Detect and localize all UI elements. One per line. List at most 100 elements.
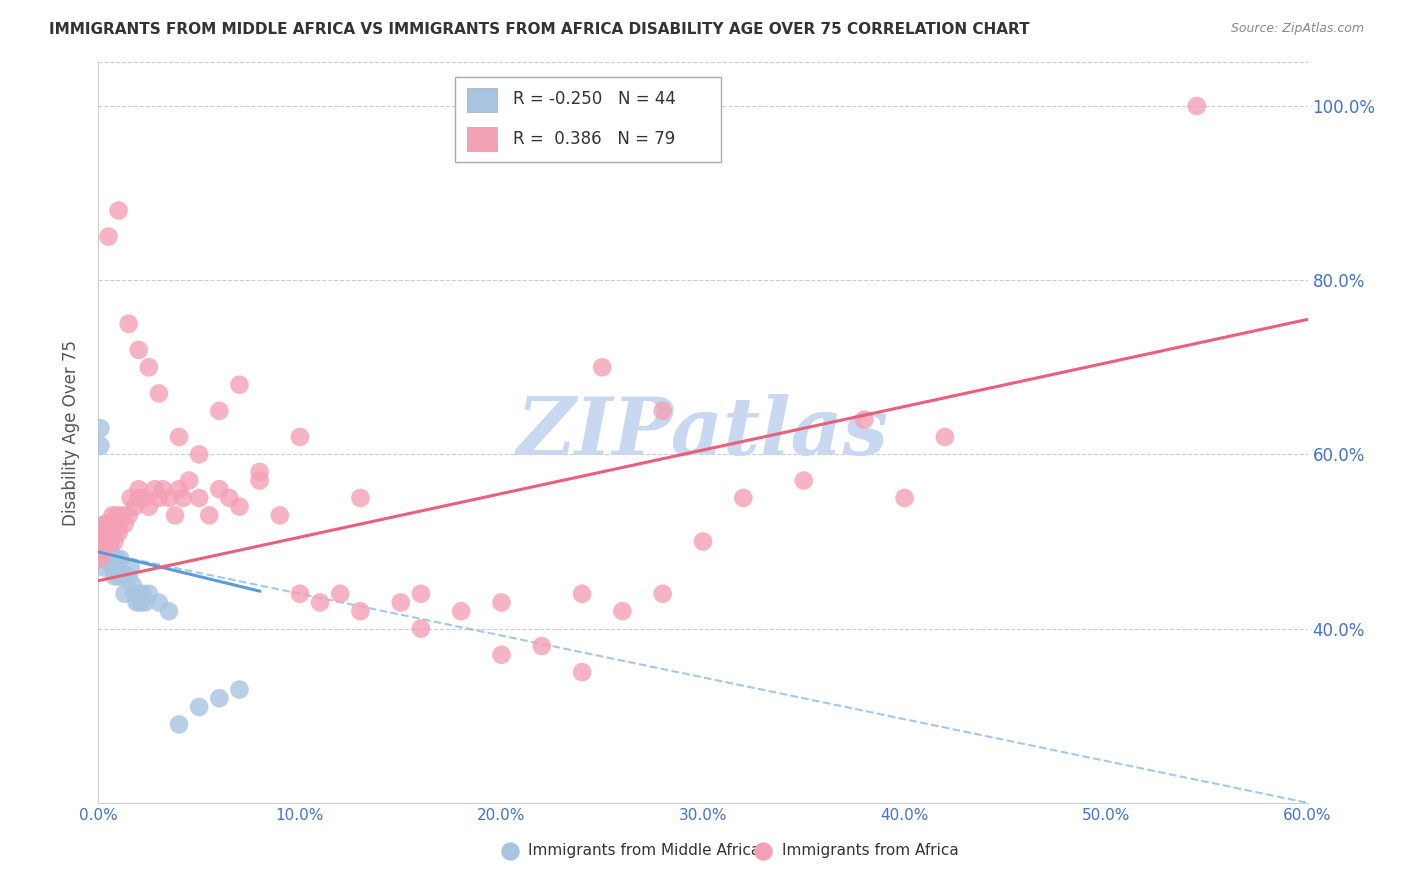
Text: IMMIGRANTS FROM MIDDLE AFRICA VS IMMIGRANTS FROM AFRICA DISABILITY AGE OVER 75 C: IMMIGRANTS FROM MIDDLE AFRICA VS IMMIGRA… — [49, 22, 1029, 37]
Bar — [467, 87, 498, 112]
Point — [93, 560, 115, 574]
Point — [571, 587, 593, 601]
Point — [228, 377, 250, 392]
Point — [105, 552, 128, 566]
Point — [103, 569, 125, 583]
Point — [93, 517, 115, 532]
Point — [89, 421, 111, 435]
Point — [114, 517, 136, 532]
Point — [132, 587, 155, 601]
Point — [93, 534, 115, 549]
Point — [107, 569, 129, 583]
Point — [121, 578, 143, 592]
Point — [934, 430, 956, 444]
Point — [491, 648, 513, 662]
Point — [349, 604, 371, 618]
Text: ZIPatlas: ZIPatlas — [517, 394, 889, 471]
Point — [96, 517, 118, 532]
Point — [288, 430, 311, 444]
Point — [128, 491, 150, 505]
Point — [97, 552, 120, 566]
Point — [651, 404, 673, 418]
Text: R = -0.250   N = 44: R = -0.250 N = 44 — [513, 90, 676, 109]
Point — [93, 552, 115, 566]
Point — [118, 317, 141, 331]
Point — [148, 491, 170, 505]
Point — [100, 543, 122, 558]
Point — [134, 595, 156, 609]
Point — [91, 534, 114, 549]
Point — [148, 386, 170, 401]
Point — [138, 360, 160, 375]
Point — [128, 482, 150, 496]
Point — [1185, 99, 1208, 113]
Point — [148, 595, 170, 609]
Point — [96, 517, 118, 532]
Point — [111, 569, 134, 583]
Point — [107, 203, 129, 218]
Point — [389, 595, 412, 609]
Point — [409, 587, 432, 601]
Point — [853, 412, 876, 426]
Point — [96, 525, 118, 540]
Point — [125, 595, 148, 609]
Point — [103, 525, 125, 540]
Point — [96, 534, 118, 549]
Point — [128, 587, 150, 601]
Point — [188, 447, 211, 461]
Point — [269, 508, 291, 523]
Point — [103, 534, 125, 549]
Point — [188, 491, 211, 505]
Point — [157, 604, 180, 618]
Point — [91, 534, 114, 549]
Point — [692, 534, 714, 549]
Point — [893, 491, 915, 505]
Point — [138, 587, 160, 601]
Point — [118, 508, 141, 523]
Point — [530, 639, 553, 653]
Point — [208, 482, 231, 496]
Point — [97, 543, 120, 558]
Point — [100, 534, 122, 549]
Point — [105, 508, 128, 523]
Point — [179, 474, 201, 488]
Point — [107, 525, 129, 540]
Point — [107, 517, 129, 532]
Point — [450, 604, 472, 618]
Point — [793, 474, 815, 488]
Point — [111, 508, 134, 523]
Text: Source: ZipAtlas.com: Source: ZipAtlas.com — [1230, 22, 1364, 36]
Point — [228, 682, 250, 697]
Point — [132, 491, 155, 505]
Point — [89, 552, 111, 566]
Point — [167, 717, 190, 731]
Point — [97, 525, 120, 540]
Point — [97, 534, 120, 549]
Point — [97, 525, 120, 540]
Y-axis label: Disability Age Over 75: Disability Age Over 75 — [62, 340, 80, 525]
Point — [329, 587, 352, 601]
Point — [101, 560, 124, 574]
Point — [100, 517, 122, 532]
Point — [114, 587, 136, 601]
Point — [93, 543, 115, 558]
Point — [612, 604, 634, 618]
Point — [91, 552, 114, 566]
Point — [100, 534, 122, 549]
Point — [249, 465, 271, 479]
Point — [101, 508, 124, 523]
Point — [571, 665, 593, 680]
Point — [167, 430, 190, 444]
Point — [409, 622, 432, 636]
Point — [167, 482, 190, 496]
Point — [96, 543, 118, 558]
Point — [349, 491, 371, 505]
Point — [118, 569, 141, 583]
Point — [249, 474, 271, 488]
Point — [107, 560, 129, 574]
Point — [97, 229, 120, 244]
Point — [157, 491, 180, 505]
Point — [208, 404, 231, 418]
Point — [172, 491, 194, 505]
Point — [101, 552, 124, 566]
